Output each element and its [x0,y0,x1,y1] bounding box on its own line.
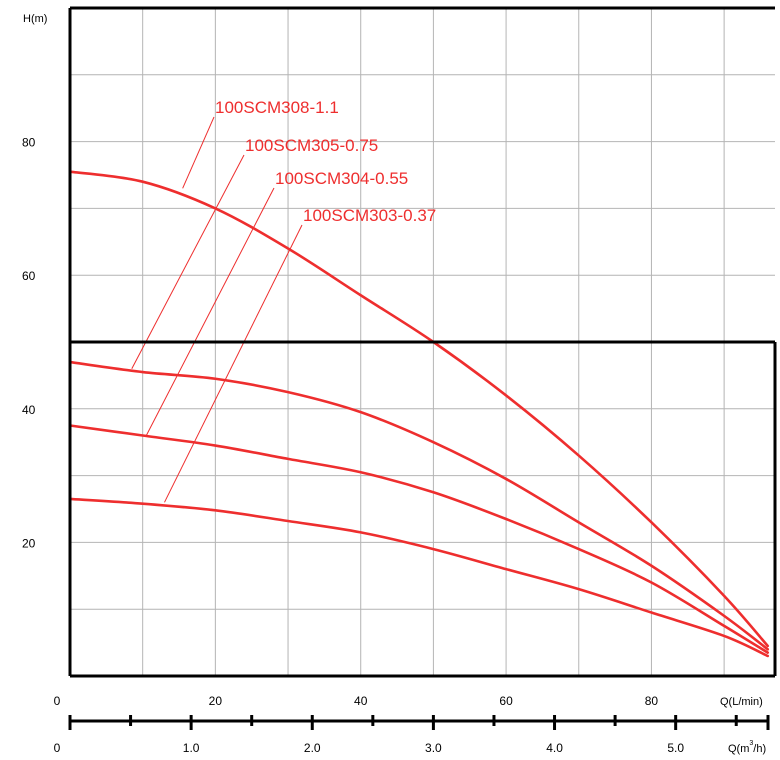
x2-tick-label: 2.0 [304,741,321,755]
series-line-2 [68,360,770,651]
x-tick-label: 0 [54,694,61,708]
x-tick-label: 40 [354,694,368,708]
x-tick-labels: 0 20 40 60 80 [54,694,659,708]
x2-tick-label: 4.0 [546,741,563,755]
y-tick-label: 40 [22,403,36,417]
plot-frame [68,6,777,678]
y-axis-label: H(m) [23,13,47,25]
label-leader-2 [131,154,245,369]
label-leader-1 [182,116,215,189]
series-curves [68,170,770,658]
y-tick-labels: 20 40 60 80 [22,136,36,551]
secondary-x-axis: 0 1.0 2.0 3.0 4.0 5.0 [54,715,770,755]
y-tick-label: 80 [22,136,36,150]
y-tick-label: 20 [22,536,36,550]
series-labels: 100SCM308-1.1 100SCM305-0.75 100SCM304-0.5… [215,98,436,225]
label-leader-3 [145,187,275,436]
x2-axis-label: Q(m3/h) [728,740,766,755]
x-axis-label: Q(L/min) [720,696,763,708]
x2-axis-label-prefix: Q(m [728,743,749,755]
series-label-3: 100SCM304-0.55 [275,169,408,188]
x-tick-label: 20 [209,694,223,708]
x2-axis-label-suffix: /h) [753,743,766,755]
series-line-3 [68,424,770,654]
x2-axis-label-sup: 3 [749,740,753,747]
x2-tick-label: 3.0 [425,741,442,755]
x-tick-label: 60 [499,694,513,708]
x-tick-label: 80 [645,694,659,708]
label-leader-lines [131,116,303,503]
series-label-4: 100SCM303-0.37 [303,206,436,225]
x2-tick-label: 1.0 [183,741,200,755]
series-line-4 [68,497,770,658]
y-tick-label: 60 [22,269,36,283]
x2-tick-label: 0 [54,741,61,755]
x2-tick-label: 5.0 [667,741,684,755]
series-label-2: 100SCM305-0.75 [245,136,378,155]
series-label-1: 100SCM308-1.1 [215,98,339,117]
label-leader-4 [164,224,303,503]
